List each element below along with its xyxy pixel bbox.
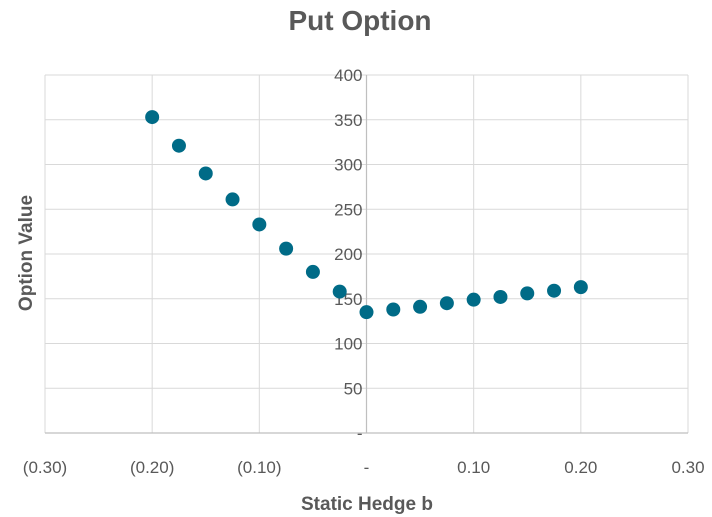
x-axis-title: Static Hedge b <box>301 494 433 515</box>
y-tick-label: 300 <box>334 156 362 175</box>
axes <box>45 75 688 434</box>
data-point <box>198 166 213 181</box>
data-point <box>573 280 588 295</box>
y-tick-label: 50 <box>344 379 363 398</box>
y-tick-label: 250 <box>334 200 362 219</box>
data-points <box>145 110 588 320</box>
data-point <box>145 110 160 125</box>
data-point <box>332 284 347 299</box>
x-tick-label: (0.10) <box>237 458 281 477</box>
y-axis-title: Option Value <box>16 195 37 311</box>
data-point <box>520 286 535 301</box>
x-tick-label: 0.10 <box>457 458 490 477</box>
x-tick-labels: (0.30) (0.20) (0.10) - 0.10 0.20 0.30 <box>23 458 705 477</box>
data-point <box>225 192 240 207</box>
data-point <box>252 217 267 232</box>
data-point <box>439 296 454 311</box>
y-tick-label: 200 <box>334 245 362 264</box>
y-tick-label: - <box>357 424 363 443</box>
x-tick-label: - <box>364 458 370 477</box>
data-point <box>359 305 374 320</box>
data-point <box>547 283 562 298</box>
data-point <box>493 289 508 304</box>
data-point <box>413 299 428 314</box>
x-tick-label: (0.30) <box>23 458 67 477</box>
data-point <box>279 241 294 256</box>
data-point <box>386 302 401 317</box>
data-point <box>305 264 320 279</box>
x-tick-label: 0.20 <box>564 458 597 477</box>
chart-title: Put Option <box>288 5 431 36</box>
y-tick-label: 400 <box>334 66 362 85</box>
data-point <box>466 292 481 307</box>
y-tick-label: 100 <box>334 335 362 354</box>
x-tick-label: 0.30 <box>671 458 704 477</box>
x-tick-label: (0.20) <box>130 458 174 477</box>
y-tick-label: 350 <box>334 111 362 130</box>
data-point <box>171 138 186 153</box>
